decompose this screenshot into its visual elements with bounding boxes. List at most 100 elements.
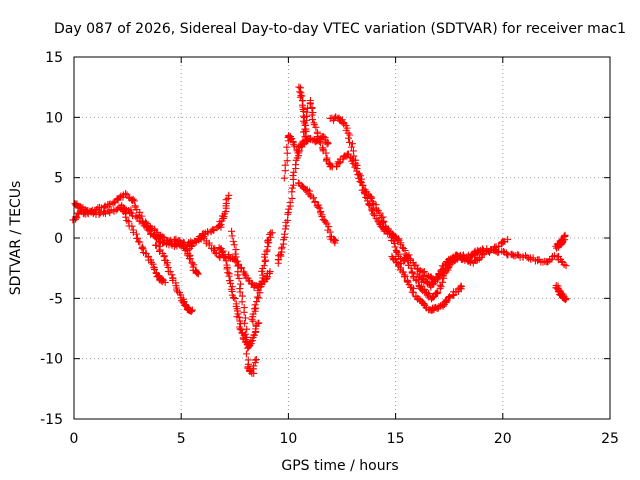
data-point [263, 246, 271, 254]
data-point [311, 198, 319, 206]
series-sat-k [295, 83, 310, 140]
data-point [303, 108, 311, 116]
data-point [247, 337, 255, 345]
data-point [315, 137, 323, 145]
data-point [251, 356, 259, 364]
data-point [106, 209, 114, 217]
y-tick-label: 15 [45, 50, 63, 66]
data-point [186, 255, 194, 263]
data-point [288, 194, 296, 202]
data-point [130, 197, 138, 205]
series-sat-l [294, 179, 339, 247]
series-sat-a [69, 190, 233, 249]
data-point [306, 99, 314, 107]
data-point [259, 271, 267, 279]
data-point [295, 83, 303, 91]
data-point [370, 211, 378, 219]
data-point [122, 213, 130, 221]
data-point [242, 330, 250, 338]
data-point [368, 206, 376, 214]
data-point [138, 244, 146, 252]
data-point [314, 203, 322, 211]
data-point [235, 274, 243, 282]
data-point [474, 249, 482, 257]
data-point [362, 193, 370, 201]
series-sat-o [388, 253, 465, 314]
data-point [166, 268, 174, 276]
data-point [231, 295, 239, 303]
data-point [254, 287, 262, 295]
y-tick-label: -5 [49, 291, 63, 307]
data-point [358, 179, 366, 187]
data-point [281, 161, 289, 169]
data-point [288, 135, 296, 143]
data-point [217, 221, 225, 229]
data-point [561, 296, 569, 304]
data-point [316, 204, 324, 212]
data-point [479, 245, 487, 253]
data-point [240, 308, 248, 316]
data-point [354, 171, 362, 179]
data-series [69, 83, 570, 377]
data-point [250, 362, 258, 370]
data-point [230, 241, 238, 249]
data-point [348, 140, 356, 148]
data-point [260, 262, 268, 270]
data-point [347, 143, 355, 151]
data-point [243, 325, 251, 333]
data-point [151, 266, 159, 274]
data-point [438, 278, 446, 286]
data-point [210, 225, 218, 233]
data-point [286, 134, 294, 142]
data-point [229, 237, 237, 245]
data-point [562, 262, 570, 270]
data-point [139, 219, 147, 227]
data-point [187, 307, 195, 315]
data-point [220, 253, 228, 261]
data-point [232, 246, 240, 254]
data-point [318, 213, 326, 221]
data-point [136, 238, 144, 246]
series-sat-h [248, 229, 276, 325]
data-point [309, 116, 317, 124]
data-point [457, 283, 465, 291]
data-point [242, 350, 250, 358]
data-point [393, 259, 401, 267]
data-point [408, 269, 416, 277]
x-tick-label: 10 [279, 431, 297, 447]
data-point [404, 257, 412, 265]
x-tick-label: 15 [387, 431, 405, 447]
data-point [229, 294, 237, 302]
data-point [369, 210, 377, 218]
series-sat-i [274, 132, 332, 267]
data-point [237, 280, 245, 288]
data-point [346, 131, 354, 139]
data-point [263, 237, 271, 245]
data-point [236, 288, 244, 296]
data-point [147, 258, 155, 266]
data-point [199, 232, 207, 240]
data-point [258, 277, 266, 285]
data-point [544, 257, 552, 265]
data-point [361, 190, 369, 198]
series-sat-m [326, 113, 570, 284]
data-point [302, 132, 310, 140]
x-tick-label: 25 [601, 431, 619, 447]
y-tick-label: 0 [54, 231, 63, 247]
data-point [251, 301, 259, 309]
data-point [562, 295, 570, 303]
data-point [224, 194, 232, 202]
data-point [221, 254, 229, 262]
data-point [188, 306, 196, 314]
data-point [252, 304, 260, 312]
data-point [193, 269, 201, 277]
data-point [228, 227, 236, 235]
data-point [419, 268, 427, 276]
data-point [286, 199, 294, 207]
data-point [324, 139, 332, 147]
data-point [561, 231, 569, 239]
data-point [238, 298, 246, 306]
data-point [346, 138, 354, 146]
data-point [129, 195, 137, 203]
data-point [253, 298, 261, 306]
